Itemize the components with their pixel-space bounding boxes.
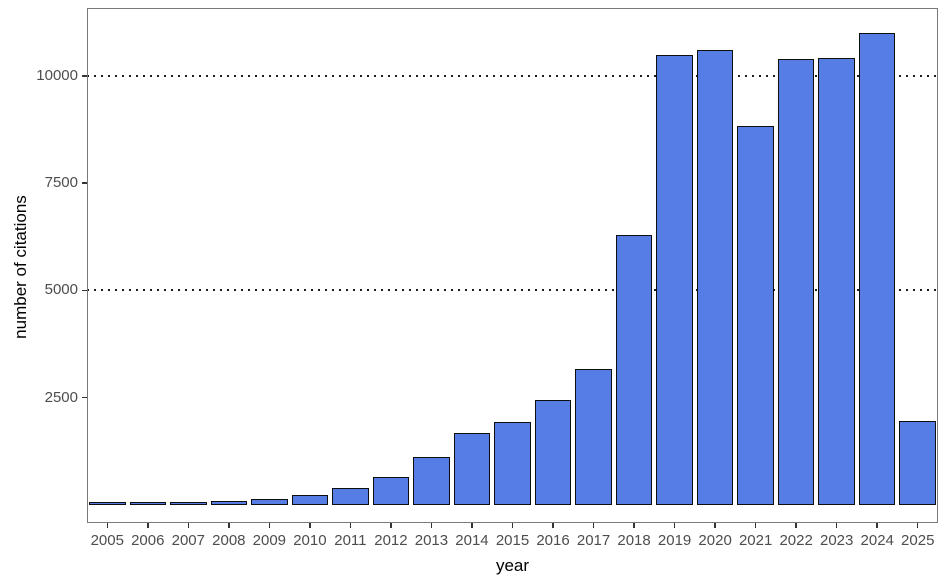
bar-2013: [413, 456, 450, 505]
bar-2009: [251, 499, 288, 505]
x-tick-2010: [309, 523, 311, 528]
x-tick-2008: [228, 523, 230, 528]
x-tick-label-2015: 2015: [495, 532, 530, 549]
gridline-10000: [87, 74, 938, 77]
bar-2008: [210, 500, 248, 505]
x-tick-2022: [795, 523, 797, 528]
x-tick-label-2011: 2011: [334, 532, 367, 549]
x-tick-label-2007: 2007: [171, 532, 205, 549]
x-tick-label-2005: 2005: [90, 532, 124, 549]
y-tick-label-10000: 10000: [36, 66, 78, 84]
bar-2022: [777, 59, 815, 505]
x-tick-2017: [592, 523, 595, 528]
x-tick-2016: [552, 523, 554, 528]
bar-2016: [534, 400, 572, 505]
x-tick-label-2021: 2021: [738, 532, 773, 549]
bar-2020: [696, 50, 734, 505]
x-tick-label-2025: 2025: [901, 532, 935, 549]
bar-2005: [89, 501, 126, 505]
y-tick-5000: [82, 289, 87, 292]
bar-2015: [494, 422, 531, 505]
bar-2017: [575, 368, 612, 505]
x-tick-label-2012: 2012: [374, 532, 408, 549]
x-tick-label-2006: 2006: [131, 532, 165, 549]
bar-2023: [818, 57, 855, 505]
bar-2018: [615, 235, 653, 505]
bar-2011: [332, 487, 369, 505]
y-tick-10000: [82, 75, 87, 77]
x-tick-2011: [349, 523, 352, 528]
x-tick-label-2008: 2008: [212, 532, 246, 549]
x-tick-2023: [835, 523, 838, 528]
x-tick-2005: [106, 523, 108, 528]
y-tick-label-5000: 5000: [44, 281, 78, 299]
bar-2025: [899, 420, 936, 505]
bar-2019: [656, 55, 693, 505]
x-tick-label-2018: 2018: [617, 532, 651, 549]
x-tick-label-2010: 2010: [293, 532, 327, 549]
x-tick-2009: [268, 523, 271, 528]
x-tick-label-2020: 2020: [698, 532, 732, 549]
bar-2010: [291, 495, 329, 505]
x-tick-label-2013: 2013: [414, 532, 449, 549]
x-tick-label-2014: 2014: [455, 532, 489, 549]
x-tick-2020: [714, 523, 716, 528]
x-tick-2024: [876, 523, 878, 528]
x-tick-2014: [471, 523, 473, 528]
x-axis-title: year: [495, 556, 530, 575]
bar-2021: [737, 126, 774, 505]
y-tick-label-7500: 7500: [44, 174, 78, 192]
x-tick-2007: [187, 523, 190, 528]
x-tick-label-2024: 2024: [860, 532, 894, 549]
gridline-5000: [87, 289, 938, 292]
x-tick-label-2022: 2022: [779, 532, 813, 549]
x-tick-label-2023: 2023: [820, 532, 854, 549]
x-tick-2012: [390, 523, 392, 528]
y-tick-label-2500: 2500: [44, 388, 78, 406]
bar-2014: [453, 432, 491, 505]
bar-2024: [858, 32, 896, 505]
y-tick-2500: [82, 396, 87, 399]
y-axis-title: number of citations: [11, 195, 30, 339]
x-tick-2015: [511, 523, 514, 528]
x-tick-2019: [673, 523, 676, 528]
x-tick-label-2009: 2009: [252, 532, 287, 549]
x-tick-2025: [916, 523, 919, 528]
x-tick-2021: [754, 523, 757, 528]
y-tick-7500: [82, 182, 87, 184]
x-tick-label-2019: 2019: [657, 532, 692, 549]
bar-2007: [170, 501, 207, 505]
bar-2012: [372, 476, 410, 505]
x-tick-2006: [147, 523, 149, 528]
x-tick-label-2017: 2017: [576, 532, 611, 549]
bar-2006: [129, 501, 167, 505]
x-tick-2013: [430, 523, 433, 528]
x-tick-label-2016: 2016: [536, 532, 570, 549]
x-tick-2018: [633, 523, 635, 528]
